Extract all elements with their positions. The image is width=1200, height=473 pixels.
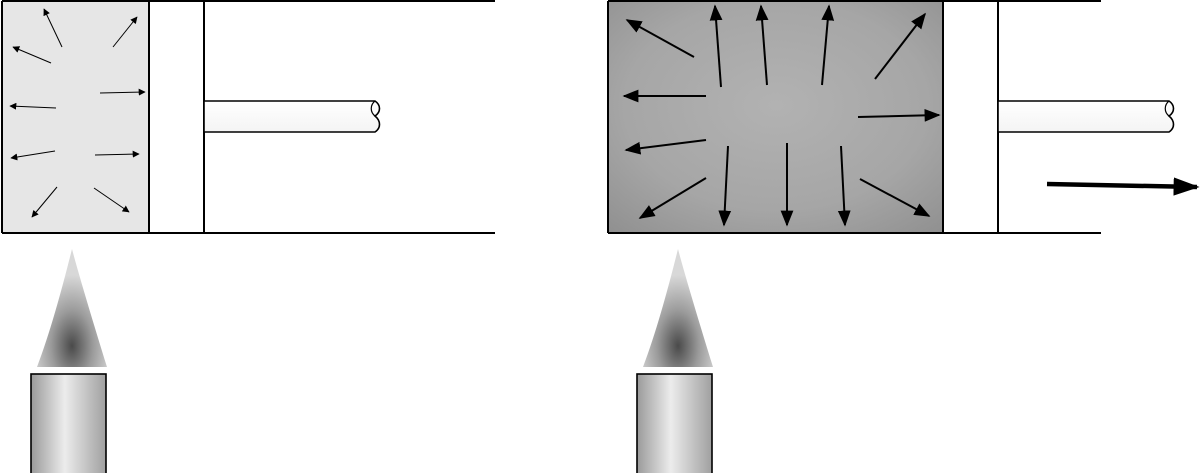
pressure-arrow	[718, 145, 732, 227]
pressure-arrow	[638, 177, 707, 219]
panel-cool	[1, 0, 495, 473]
pressure-arrow	[31, 186, 58, 218]
pressure-arrow	[755, 4, 769, 86]
pressure-arrow	[94, 150, 140, 158]
piston-rod	[997, 100, 1175, 133]
pressure-arrow	[12, 46, 52, 64]
flame	[37, 249, 107, 367]
panel-heated	[607, 0, 1200, 473]
pressure-arrows-heated	[622, 4, 941, 227]
burner-barrel	[636, 373, 713, 473]
pressure-arrow	[837, 145, 851, 227]
pressure-arrow	[857, 108, 941, 122]
bunsen-burner-icon	[636, 249, 713, 473]
arrow-right-icon	[1046, 177, 1200, 196]
piston-rod	[203, 100, 381, 133]
pressure-arrow	[99, 88, 146, 96]
pressure-arrow	[821, 4, 835, 86]
pressure-arrow	[709, 4, 723, 88]
pressure-arrow	[112, 16, 138, 48]
pressure-arrow	[859, 178, 931, 217]
burner-barrel	[30, 373, 107, 473]
gas-region-cool	[2, 1, 150, 233]
piston	[942, 0, 999, 234]
pressure-arrow	[624, 139, 707, 155]
pressure-arrows-cool	[9, 8, 146, 218]
pressure-arrow	[9, 102, 57, 110]
pressure-arrow	[43, 8, 63, 48]
flame	[643, 249, 713, 367]
piston	[148, 0, 205, 234]
pressure-arrow	[874, 12, 926, 80]
pressure-arrow	[93, 187, 130, 213]
bunsen-burner-icon	[30, 249, 107, 473]
pressure-arrow	[10, 150, 56, 161]
pressure-arrow	[625, 19, 695, 58]
